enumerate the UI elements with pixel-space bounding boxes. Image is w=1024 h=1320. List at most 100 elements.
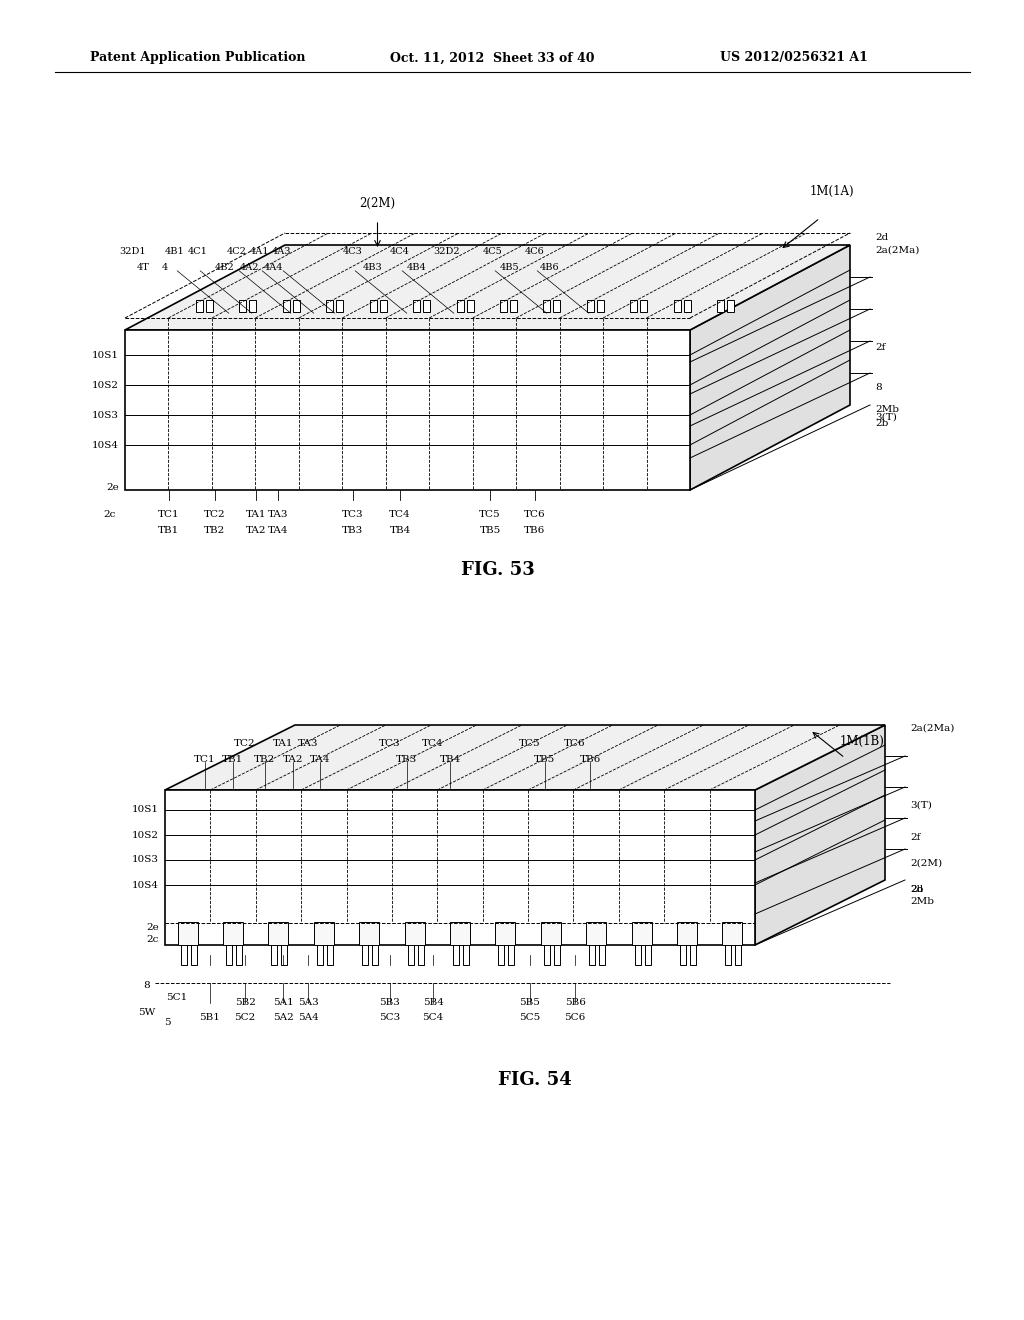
- Polygon shape: [316, 942, 323, 965]
- Text: 5A1: 5A1: [272, 998, 293, 1007]
- Polygon shape: [684, 300, 691, 312]
- Polygon shape: [271, 942, 278, 965]
- Text: 4C5: 4C5: [483, 247, 503, 256]
- Text: 5C3: 5C3: [379, 1012, 400, 1022]
- Text: FIG. 54: FIG. 54: [498, 1071, 571, 1089]
- Polygon shape: [413, 300, 420, 312]
- Text: 4B3: 4B3: [364, 263, 383, 272]
- Text: 2f: 2f: [910, 833, 921, 842]
- Text: 8: 8: [874, 383, 882, 392]
- Text: 2b: 2b: [874, 418, 889, 428]
- Polygon shape: [677, 921, 697, 945]
- Text: 2a(2Ma): 2a(2Ma): [910, 723, 954, 733]
- Polygon shape: [313, 921, 334, 945]
- Text: TA2: TA2: [246, 525, 266, 535]
- Polygon shape: [597, 300, 604, 312]
- Polygon shape: [635, 942, 641, 965]
- Text: 2f: 2f: [874, 342, 886, 351]
- Text: 4A3: 4A3: [271, 247, 291, 256]
- Polygon shape: [644, 942, 650, 965]
- Text: 10S4: 10S4: [132, 880, 159, 890]
- Text: 5B4: 5B4: [423, 998, 443, 1007]
- Polygon shape: [589, 942, 595, 965]
- Polygon shape: [249, 300, 256, 312]
- Text: TB5: TB5: [535, 755, 556, 764]
- Text: TB1: TB1: [159, 525, 179, 535]
- Polygon shape: [180, 942, 186, 965]
- Text: TB6: TB6: [524, 525, 546, 535]
- Text: 10S2: 10S2: [132, 830, 159, 840]
- Polygon shape: [725, 942, 731, 965]
- Text: TC1: TC1: [158, 510, 180, 519]
- Polygon shape: [223, 921, 243, 945]
- Polygon shape: [359, 921, 379, 945]
- Text: 2c: 2c: [103, 510, 116, 519]
- Polygon shape: [206, 300, 213, 312]
- Text: TC2: TC2: [234, 739, 256, 748]
- Text: TB5: TB5: [479, 525, 501, 535]
- Text: Patent Application Publication: Patent Application Publication: [90, 51, 305, 65]
- Text: 1M(1A): 1M(1A): [810, 185, 855, 198]
- Polygon shape: [680, 942, 686, 965]
- Text: 2e: 2e: [106, 483, 119, 491]
- Polygon shape: [587, 300, 594, 312]
- Polygon shape: [226, 942, 232, 965]
- Text: 5B5: 5B5: [519, 998, 541, 1007]
- Text: TA3: TA3: [298, 739, 318, 748]
- Polygon shape: [463, 942, 469, 965]
- Text: TC3: TC3: [342, 510, 364, 519]
- Text: 4C1: 4C1: [188, 247, 208, 256]
- Text: TC6: TC6: [524, 510, 546, 519]
- Text: TB4: TB4: [389, 525, 411, 535]
- Text: TC5: TC5: [479, 510, 501, 519]
- Text: 10S4: 10S4: [92, 441, 119, 450]
- Text: TB1: TB1: [222, 755, 244, 764]
- Text: 5C4: 5C4: [422, 1012, 443, 1022]
- Polygon shape: [599, 942, 605, 965]
- Text: TB3: TB3: [342, 525, 364, 535]
- Text: 2Mb: 2Mb: [874, 405, 899, 414]
- Polygon shape: [380, 300, 387, 312]
- Text: 5: 5: [164, 1018, 170, 1027]
- Polygon shape: [690, 942, 696, 965]
- Text: TC1: TC1: [195, 755, 216, 764]
- Polygon shape: [408, 942, 414, 965]
- Text: 4: 4: [162, 263, 168, 272]
- Polygon shape: [404, 921, 425, 945]
- Polygon shape: [165, 725, 885, 789]
- Text: 4A4: 4A4: [263, 263, 283, 272]
- Text: 5A4: 5A4: [298, 1012, 318, 1022]
- Polygon shape: [586, 921, 606, 945]
- Text: 4A2: 4A2: [241, 263, 260, 272]
- Text: TA3: TA3: [267, 510, 288, 519]
- Polygon shape: [554, 942, 560, 965]
- Polygon shape: [508, 942, 514, 965]
- Text: 4B2: 4B2: [215, 263, 234, 272]
- Text: 5C5: 5C5: [519, 1012, 541, 1022]
- Text: FIG. 53: FIG. 53: [461, 561, 535, 579]
- Text: 5C6: 5C6: [564, 1012, 586, 1022]
- Text: 32D1: 32D1: [120, 247, 146, 256]
- Text: 2d: 2d: [874, 232, 888, 242]
- Polygon shape: [631, 300, 637, 312]
- Text: 5C1: 5C1: [166, 993, 187, 1002]
- Text: 5B6: 5B6: [564, 998, 586, 1007]
- Polygon shape: [544, 942, 550, 965]
- Text: 5B2: 5B2: [234, 998, 255, 1007]
- Polygon shape: [553, 300, 560, 312]
- Text: 4A1: 4A1: [250, 247, 269, 256]
- Polygon shape: [640, 300, 647, 312]
- Text: 2d: 2d: [910, 886, 924, 895]
- Text: TA1: TA1: [272, 739, 293, 748]
- Polygon shape: [268, 921, 289, 945]
- Polygon shape: [237, 942, 242, 965]
- Polygon shape: [293, 300, 300, 312]
- Polygon shape: [125, 330, 690, 490]
- Polygon shape: [541, 921, 561, 945]
- Text: 10S1: 10S1: [132, 805, 159, 814]
- Polygon shape: [690, 246, 850, 490]
- Text: TA1: TA1: [246, 510, 266, 519]
- Polygon shape: [450, 921, 470, 945]
- Text: 8: 8: [143, 982, 150, 990]
- Text: TC4: TC4: [422, 739, 443, 748]
